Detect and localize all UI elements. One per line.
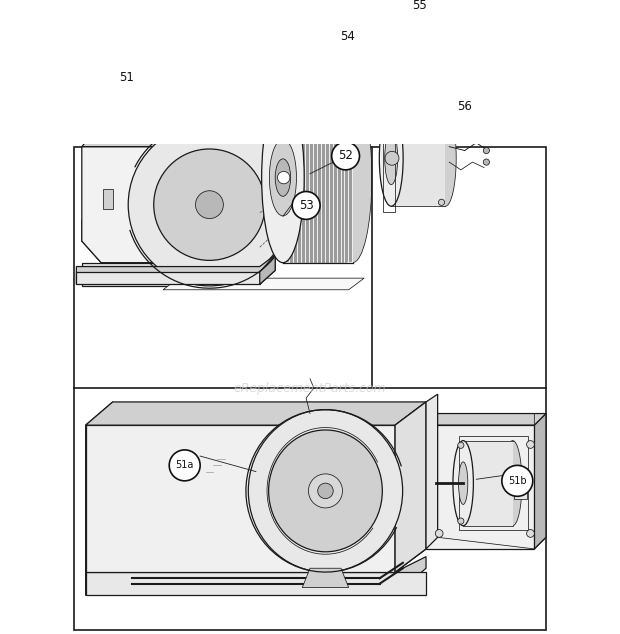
Text: 56: 56 bbox=[458, 100, 472, 113]
Circle shape bbox=[454, 36, 459, 41]
Text: 55: 55 bbox=[412, 0, 427, 13]
Ellipse shape bbox=[379, 110, 403, 206]
Polygon shape bbox=[395, 402, 426, 572]
Circle shape bbox=[169, 450, 200, 481]
Circle shape bbox=[438, 111, 445, 117]
Circle shape bbox=[438, 199, 445, 205]
Circle shape bbox=[483, 159, 489, 165]
Ellipse shape bbox=[385, 132, 397, 184]
Polygon shape bbox=[86, 549, 426, 572]
Circle shape bbox=[478, 106, 482, 110]
Circle shape bbox=[458, 442, 464, 448]
Circle shape bbox=[292, 191, 320, 219]
Circle shape bbox=[113, 63, 141, 91]
Text: 52: 52 bbox=[338, 150, 353, 162]
Ellipse shape bbox=[269, 139, 296, 216]
Polygon shape bbox=[283, 93, 353, 262]
Ellipse shape bbox=[275, 159, 291, 197]
Ellipse shape bbox=[268, 430, 383, 552]
Circle shape bbox=[458, 518, 464, 524]
Circle shape bbox=[406, 0, 434, 20]
Polygon shape bbox=[260, 255, 275, 284]
Ellipse shape bbox=[333, 93, 372, 262]
Ellipse shape bbox=[248, 410, 402, 572]
Circle shape bbox=[385, 152, 399, 165]
Circle shape bbox=[451, 93, 479, 120]
Circle shape bbox=[317, 483, 333, 498]
Circle shape bbox=[485, 75, 490, 79]
Polygon shape bbox=[82, 133, 260, 146]
Circle shape bbox=[470, 94, 475, 99]
Circle shape bbox=[195, 191, 223, 219]
Polygon shape bbox=[395, 402, 426, 572]
Polygon shape bbox=[426, 537, 546, 549]
Circle shape bbox=[463, 82, 467, 87]
Text: 51b: 51b bbox=[508, 476, 526, 486]
Polygon shape bbox=[303, 568, 348, 588]
Circle shape bbox=[439, 51, 444, 56]
Polygon shape bbox=[426, 394, 438, 549]
Ellipse shape bbox=[459, 462, 468, 505]
Polygon shape bbox=[391, 110, 445, 206]
Polygon shape bbox=[76, 272, 260, 284]
Text: 51: 51 bbox=[119, 70, 134, 84]
Ellipse shape bbox=[453, 441, 474, 526]
Polygon shape bbox=[232, 249, 260, 286]
Polygon shape bbox=[86, 572, 426, 595]
Polygon shape bbox=[463, 441, 513, 526]
Circle shape bbox=[154, 149, 265, 261]
Polygon shape bbox=[103, 189, 113, 209]
Polygon shape bbox=[426, 413, 546, 425]
Circle shape bbox=[483, 148, 489, 153]
Polygon shape bbox=[86, 402, 426, 425]
Polygon shape bbox=[82, 262, 232, 286]
Polygon shape bbox=[232, 133, 260, 262]
Text: 51a: 51a bbox=[175, 460, 194, 470]
Polygon shape bbox=[514, 468, 526, 498]
Text: 54: 54 bbox=[340, 30, 355, 43]
Text: 53: 53 bbox=[299, 199, 314, 212]
Polygon shape bbox=[426, 425, 534, 549]
Circle shape bbox=[278, 171, 290, 184]
Ellipse shape bbox=[503, 441, 522, 526]
Circle shape bbox=[332, 142, 360, 170]
Polygon shape bbox=[82, 205, 256, 262]
Circle shape bbox=[526, 529, 534, 537]
Circle shape bbox=[333, 23, 361, 51]
Circle shape bbox=[387, 89, 394, 97]
Circle shape bbox=[435, 529, 443, 537]
Circle shape bbox=[483, 136, 489, 142]
Polygon shape bbox=[82, 146, 232, 262]
Polygon shape bbox=[534, 413, 546, 549]
Polygon shape bbox=[163, 278, 364, 290]
Text: eReplacementParts.com: eReplacementParts.com bbox=[234, 382, 386, 395]
Polygon shape bbox=[86, 557, 426, 595]
Polygon shape bbox=[76, 255, 275, 284]
Polygon shape bbox=[86, 402, 113, 572]
Polygon shape bbox=[86, 425, 395, 572]
Ellipse shape bbox=[262, 93, 304, 262]
Circle shape bbox=[128, 124, 291, 286]
Circle shape bbox=[309, 474, 342, 508]
Ellipse shape bbox=[435, 110, 456, 206]
Circle shape bbox=[526, 441, 534, 448]
Circle shape bbox=[502, 465, 533, 496]
